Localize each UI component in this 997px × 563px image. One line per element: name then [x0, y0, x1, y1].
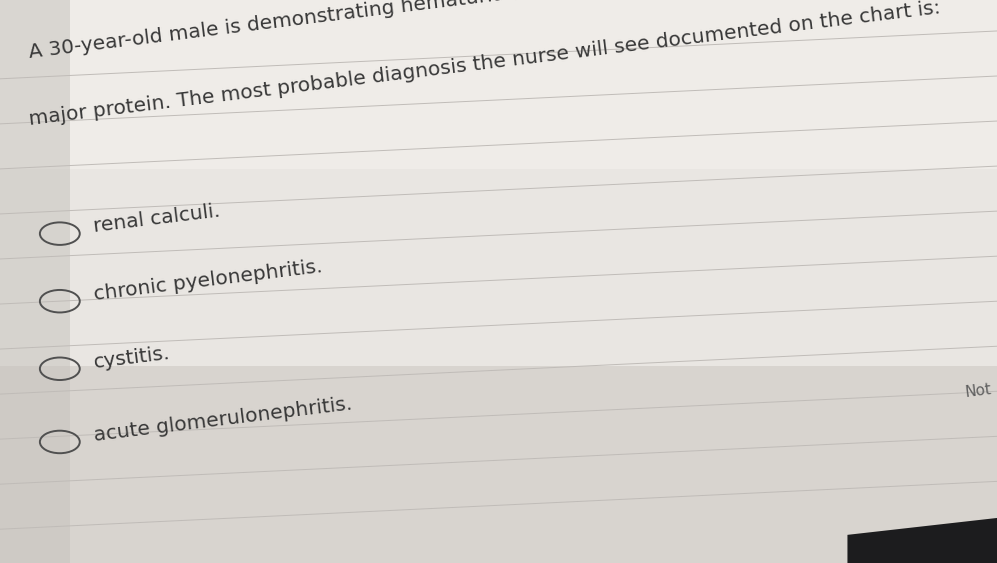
Polygon shape [0, 0, 70, 563]
Text: acute glomerulonephritis.: acute glomerulonephritis. [93, 394, 353, 445]
Text: Not: Not [964, 382, 992, 400]
Text: renal calculi.: renal calculi. [93, 202, 221, 236]
Text: chronic pyelonephritis.: chronic pyelonephritis. [93, 257, 323, 304]
Text: major protein. The most probable diagnosis the nurse will see documented on the : major protein. The most probable diagnos… [28, 0, 941, 129]
Polygon shape [0, 0, 997, 366]
Text: A 30-year-old male is demonstrating hematuria with red blood cell casts and prot: A 30-year-old male is demonstrating hema… [28, 0, 997, 62]
Polygon shape [847, 518, 997, 563]
Text: cystitis.: cystitis. [93, 343, 171, 372]
Polygon shape [0, 0, 997, 169]
